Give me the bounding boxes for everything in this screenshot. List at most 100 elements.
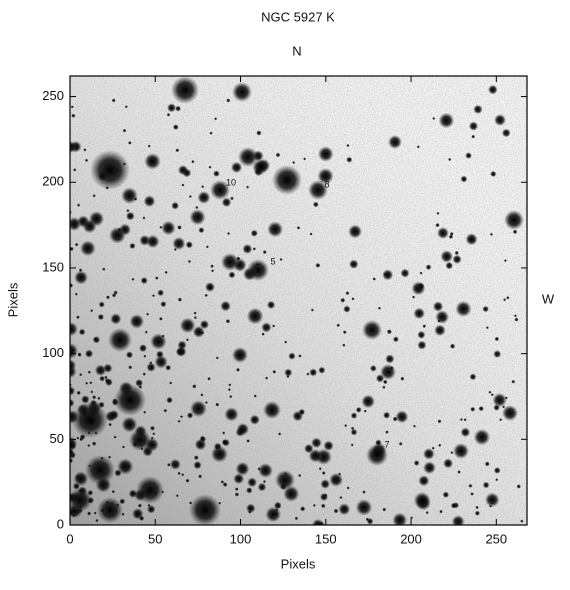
- star: [227, 388, 231, 392]
- star: [338, 503, 351, 516]
- star: [177, 471, 181, 476]
- star: [493, 350, 502, 358]
- star: [309, 232, 313, 236]
- star: [369, 365, 377, 372]
- star: [102, 267, 106, 271]
- star: [235, 367, 240, 372]
- star: [75, 475, 79, 480]
- star: [114, 469, 122, 477]
- star: [187, 259, 192, 264]
- bright-star: [453, 443, 469, 459]
- star: [98, 301, 105, 308]
- bright-star: [210, 180, 230, 200]
- star: [469, 373, 477, 381]
- star: [165, 364, 172, 371]
- star: [452, 254, 462, 265]
- star: [342, 343, 346, 347]
- star: [474, 510, 480, 516]
- star: [135, 378, 144, 387]
- star: [413, 460, 420, 466]
- star: [224, 407, 239, 422]
- star: [180, 415, 184, 419]
- star: [128, 489, 138, 498]
- star: [310, 308, 314, 312]
- star: [501, 128, 511, 138]
- star: [294, 516, 299, 521]
- star: [273, 501, 282, 510]
- star: [158, 316, 163, 321]
- star: [382, 379, 388, 385]
- star: [418, 475, 430, 487]
- bright-star: [437, 227, 449, 239]
- star: [127, 141, 132, 145]
- star: [172, 124, 179, 130]
- star: [385, 354, 395, 364]
- star: [284, 340, 288, 344]
- star: [144, 330, 148, 334]
- star: [482, 305, 489, 313]
- star: [73, 168, 77, 172]
- star: [503, 259, 507, 263]
- star: [125, 211, 135, 221]
- star: [455, 300, 472, 318]
- star: [167, 103, 177, 113]
- star: [450, 502, 457, 509]
- star: [311, 437, 322, 449]
- star: [395, 410, 409, 424]
- star-number: 10: [226, 177, 236, 187]
- star: [417, 340, 427, 350]
- star: [468, 121, 479, 131]
- bright-star: [171, 76, 199, 104]
- star: [459, 417, 463, 421]
- star: [229, 395, 233, 399]
- star: [457, 470, 461, 474]
- star: [215, 356, 219, 360]
- star: [193, 455, 199, 461]
- star: [144, 153, 161, 170]
- star: [361, 394, 376, 409]
- star: [349, 259, 359, 269]
- star: [220, 480, 225, 484]
- star: [195, 205, 199, 210]
- star: [128, 365, 133, 370]
- star: [416, 145, 420, 149]
- star: [179, 349, 183, 353]
- star: [200, 393, 204, 397]
- star: [117, 227, 122, 233]
- star: [70, 386, 76, 396]
- star: [117, 458, 134, 475]
- star: [199, 435, 207, 443]
- y-axis-label: Pixels: [5, 282, 20, 317]
- star: [167, 462, 171, 467]
- star: [197, 191, 211, 204]
- star: [189, 400, 207, 418]
- star: [161, 220, 176, 236]
- star: [346, 486, 350, 490]
- star: [503, 298, 507, 302]
- x-axis-label: Pixels: [281, 556, 316, 571]
- star: [113, 435, 117, 439]
- star: [169, 381, 173, 385]
- sky-image: [70, 76, 527, 525]
- star: [151, 294, 155, 298]
- star: [298, 408, 306, 416]
- star: [181, 183, 185, 187]
- star: [350, 412, 358, 419]
- star: [355, 406, 362, 413]
- star: [191, 159, 195, 164]
- star: [146, 234, 160, 249]
- star: [320, 479, 331, 489]
- star: [181, 473, 185, 477]
- star: [177, 340, 187, 350]
- star: [154, 355, 168, 369]
- star: [272, 369, 277, 374]
- star: [143, 354, 147, 358]
- star: [442, 491, 450, 498]
- star: [320, 503, 326, 509]
- star: [121, 416, 138, 433]
- x-tick-label: 150: [315, 531, 337, 546]
- star: [448, 234, 454, 239]
- star: [142, 216, 146, 220]
- star: [122, 128, 127, 133]
- star: [463, 418, 467, 422]
